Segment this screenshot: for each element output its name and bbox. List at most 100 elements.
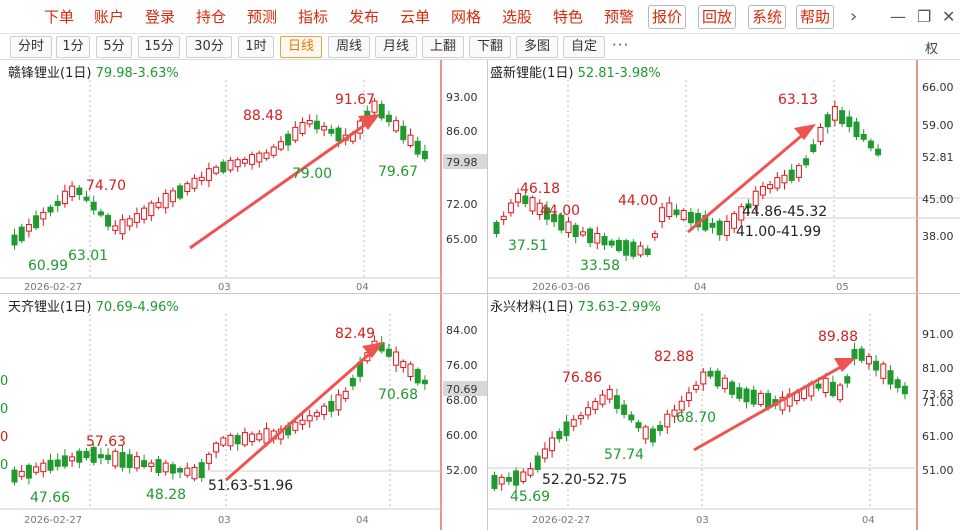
more-options-icon[interactable]: ··· <box>612 36 630 54</box>
menu-forecast[interactable]: 预测 <box>247 8 278 26</box>
candle <box>729 381 736 395</box>
period-toolbar: 分时 1分 5分 15分 30分 1时 日线 周线 月线 上翻 下翻 多图 自定… <box>0 34 960 60</box>
candle <box>767 184 774 190</box>
candle <box>249 433 256 442</box>
label-high-2: 88.48 <box>243 108 283 124</box>
menu-system-button[interactable]: 系统 <box>748 5 787 29</box>
candle <box>184 183 191 193</box>
restore-icon[interactable]: ❐ <box>917 7 932 26</box>
candle <box>292 421 299 431</box>
candle <box>205 453 212 464</box>
menu-position[interactable]: 持仓 <box>196 8 227 26</box>
candle <box>615 239 622 252</box>
price-adjust-button[interactable]: 权 <box>924 42 938 57</box>
period-1min[interactable]: 1分 <box>56 36 90 58</box>
candle <box>198 176 205 181</box>
candle <box>846 116 853 128</box>
period-15min[interactable]: 15分 <box>138 36 180 58</box>
candle <box>378 103 385 119</box>
candle <box>558 214 565 231</box>
candle <box>515 193 522 203</box>
period-1hour[interactable]: 1时 <box>238 36 274 58</box>
period-intraday[interactable]: 分时 <box>10 36 52 58</box>
menu-publish[interactable]: 发布 <box>349 8 380 26</box>
candle <box>162 192 169 209</box>
candle <box>707 370 714 377</box>
candle <box>112 225 119 231</box>
y-tick: 91.00 <box>922 328 954 341</box>
candle <box>328 128 335 134</box>
period-5min[interactable]: 5分 <box>96 36 132 58</box>
page-down-button[interactable]: 下翻 <box>469 36 511 58</box>
candle <box>678 400 685 411</box>
menu-order[interactable]: 下单 <box>44 8 75 26</box>
menu-features[interactable]: 特色 <box>553 8 584 26</box>
minimize-icon[interactable]: — <box>890 7 906 26</box>
candle <box>177 468 184 473</box>
y-tick: 76.00 <box>446 359 478 372</box>
candle <box>723 220 730 237</box>
close-icon[interactable]: ✕ <box>942 7 956 26</box>
menu-cloud-order[interactable]: 云单 <box>400 8 431 26</box>
menu-account[interactable]: 账户 <box>94 8 125 26</box>
y-tick: 81.00 <box>922 362 954 375</box>
candle <box>220 161 227 173</box>
label-low-3: 68.70 <box>676 410 716 426</box>
period-weekly[interactable]: 周线 <box>328 36 370 58</box>
x-label: 2026-02-27 <box>24 282 82 293</box>
label-high-2: 82.88 <box>654 349 694 365</box>
candle <box>721 377 728 390</box>
candle <box>184 467 191 476</box>
range-label: 41.00-41.99 <box>736 224 821 240</box>
period-monthly[interactable]: 月线 <box>375 36 417 58</box>
current-price-tag: 79.98 <box>446 156 478 169</box>
multi-chart-button[interactable]: 多图 <box>516 36 558 58</box>
label-low-4: 79.67 <box>378 164 418 180</box>
x-label: 2026-02-27 <box>532 515 590 526</box>
stock-name: 盛新锂能(1日) <box>490 66 574 81</box>
candle <box>33 215 40 229</box>
candle <box>613 395 620 409</box>
menu-login[interactable]: 登录 <box>145 8 176 26</box>
candle <box>608 240 615 246</box>
candle <box>112 450 119 467</box>
menu-stock-picker[interactable]: 选股 <box>502 8 533 26</box>
candle <box>824 114 831 128</box>
candle <box>513 470 520 486</box>
x-label: 03 <box>218 515 231 526</box>
menu-help-button[interactable]: 帮助 <box>796 5 835 29</box>
custom-button[interactable]: 自定 <box>563 36 605 58</box>
candle <box>54 200 61 207</box>
y-tick: 38.00 <box>922 230 954 243</box>
period-daily[interactable]: 日线 <box>280 36 322 58</box>
menu-alert[interactable]: 预警 <box>604 8 635 26</box>
label-low-2: 48.28 <box>146 487 186 503</box>
candle <box>205 168 212 181</box>
candle <box>349 378 356 387</box>
candle <box>563 421 570 437</box>
candle <box>11 234 18 246</box>
candle <box>543 207 550 220</box>
candle <box>407 363 414 377</box>
chart-panel-ganfeng[interactable]: 赣锋锂业(1日) 79.98-3.63% 74.70 60.99 63.01 8… <box>0 60 488 294</box>
y-tick: 60.00 <box>446 429 478 442</box>
candle <box>716 220 723 236</box>
chart-panel-shengxin[interactable]: 盛新锂能(1日) 52.81-3.98% 46.18 37.51 44.00 4… <box>488 60 960 294</box>
period-30min[interactable]: 30分 <box>186 36 232 58</box>
menu-replay-button[interactable]: 回放 <box>698 5 737 29</box>
y-tick: 66.00 <box>922 81 954 94</box>
chart-panel-tianqi[interactable]: 天齐锂业(1日) 70.69-4.96% 57.63 47.66 48.28 5… <box>0 294 488 530</box>
candle <box>529 197 536 212</box>
chart-panel-yongxing[interactable]: 永兴材料(1日) 73.63-2.99% 76.86 82.88 45.69 5… <box>488 294 960 530</box>
chevron-right-icon[interactable]: › <box>850 6 858 27</box>
menu-quote-button[interactable]: 报价 <box>648 5 687 29</box>
page-up-button[interactable]: 上翻 <box>422 36 464 58</box>
candle <box>491 475 498 489</box>
candle <box>169 464 176 474</box>
current-price-tag: 52.81 <box>922 151 954 164</box>
menu-indicator[interactable]: 指标 <box>298 8 329 26</box>
candle <box>97 454 104 459</box>
menu-grid[interactable]: 网格 <box>451 8 482 26</box>
x-label: 04 <box>694 282 707 293</box>
y-tick: 71.00 <box>922 396 954 409</box>
